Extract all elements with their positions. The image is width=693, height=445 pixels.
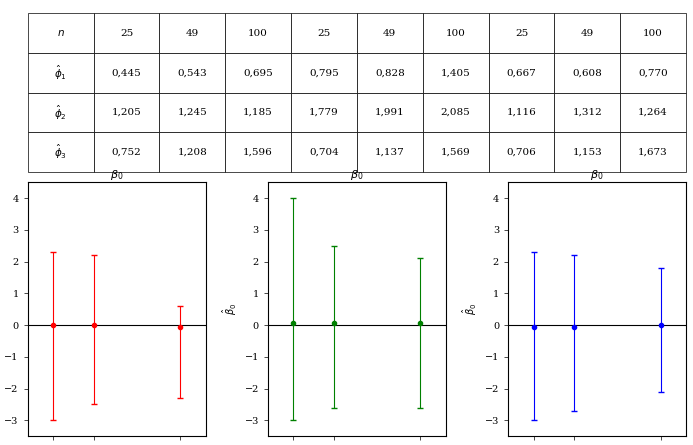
Title: $\beta_0$: $\beta_0$ [350,168,364,182]
Y-axis label: $\hat{\beta}_0$: $\hat{\beta}_0$ [221,303,239,316]
Y-axis label: $\hat{\beta}_0$: $\hat{\beta}_0$ [461,303,479,316]
Title: $\beta_0$: $\beta_0$ [110,168,123,182]
Title: $\beta_0$: $\beta_0$ [590,168,604,182]
